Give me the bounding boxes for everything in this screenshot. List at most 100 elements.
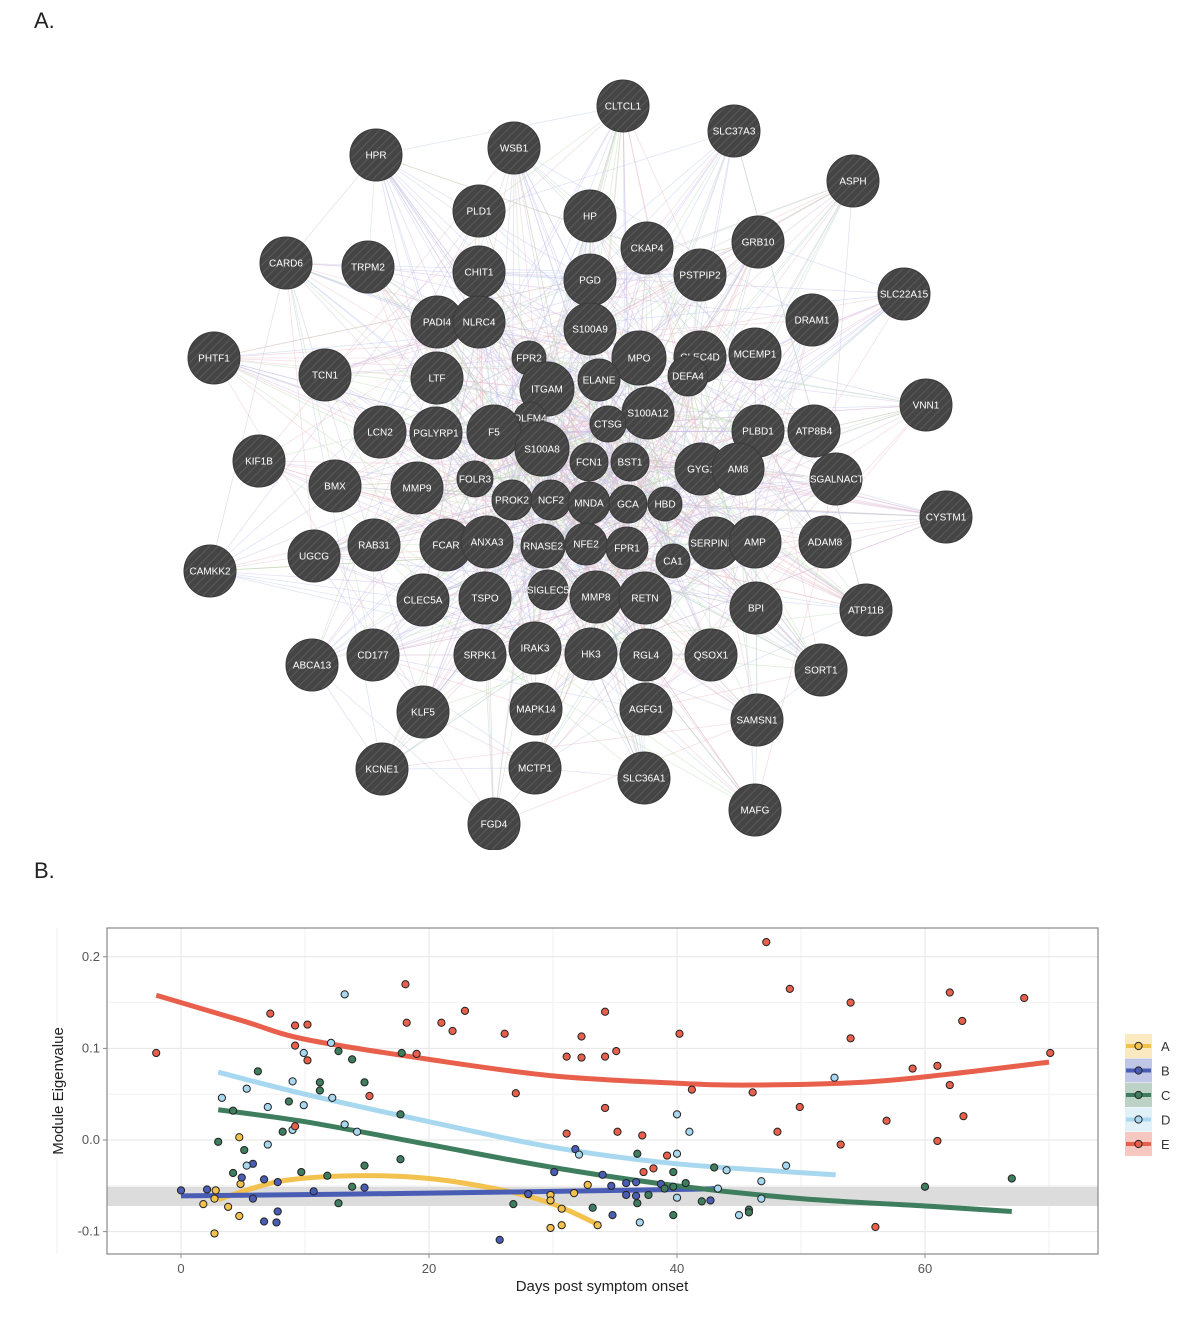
gene-node[interactable]: HPR xyxy=(349,128,403,182)
gene-node[interactable]: BPI xyxy=(729,581,783,635)
gene-node-circle xyxy=(564,627,618,681)
gene-node[interactable]: ANXA3 xyxy=(460,515,514,569)
gene-node[interactable]: KLF5 xyxy=(396,685,450,739)
gene-node[interactable]: RGL4 xyxy=(619,628,673,682)
gene-node[interactable]: LCN2 xyxy=(353,405,407,459)
gene-node[interactable]: CAMKK2 xyxy=(183,544,237,598)
gene-node[interactable]: CD177 xyxy=(346,628,400,682)
gene-node[interactable]: AMP xyxy=(728,515,782,569)
gene-node[interactable]: SIGLEC5 xyxy=(527,569,570,611)
fit-line-b xyxy=(180,1186,715,1199)
gene-node[interactable]: WSB1 xyxy=(487,121,541,175)
gene-node[interactable]: S100A9 xyxy=(563,302,617,356)
network-edge xyxy=(550,379,600,501)
gene-node[interactable]: ATP11B xyxy=(839,583,893,637)
gene-node-circle xyxy=(798,515,852,569)
gene-node[interactable]: PLD1 xyxy=(452,184,506,238)
gene-node[interactable]: FGD4 xyxy=(467,797,521,850)
network-edge xyxy=(285,262,495,433)
gene-node[interactable]: HK3 xyxy=(564,627,618,681)
gene-node-label: CYSTM1 xyxy=(926,513,967,524)
gene-node[interactable]: FPR1 xyxy=(605,526,649,570)
gene-node[interactable]: LTF xyxy=(410,351,464,405)
gene-node[interactable]: BST1 xyxy=(610,442,650,482)
gene-node[interactable]: CLTCL1 xyxy=(596,79,650,133)
gene-node[interactable]: NFE2 xyxy=(564,522,608,566)
gene-node[interactable]: PGD xyxy=(563,253,617,307)
gene-node[interactable]: HBD xyxy=(647,486,683,522)
gene-node[interactable]: AM8 xyxy=(711,442,765,496)
data-point-a xyxy=(569,1189,579,1198)
gene-node[interactable]: SLC22A15 xyxy=(877,267,931,321)
data-point-d xyxy=(782,1161,791,1170)
gene-node[interactable]: CYSTM1 xyxy=(919,490,973,544)
gene-node[interactable]: SLC37A3 xyxy=(707,104,761,158)
gene-node[interactable]: UGCG xyxy=(287,529,341,583)
gene-node[interactable]: MMP9 xyxy=(390,461,444,515)
gene-node[interactable]: SORT1 xyxy=(794,643,848,697)
gene-node[interactable]: F5 xyxy=(466,404,522,460)
gene-node[interactable]: CKAP4 xyxy=(620,221,674,275)
gene-node[interactable]: QSOX1 xyxy=(684,628,738,682)
gene-node[interactable]: SAMSN1 xyxy=(730,693,784,747)
gene-node[interactable]: NCF2 xyxy=(530,479,572,521)
gene-node[interactable]: CA1 xyxy=(655,543,691,579)
gene-node[interactable]: CLEC5A xyxy=(396,573,450,627)
network-edge xyxy=(367,266,495,433)
gene-node[interactable]: ELANE xyxy=(577,358,621,402)
gene-node[interactable]: DRAM1 xyxy=(785,293,839,347)
gene-node[interactable]: SLC36A1 xyxy=(617,751,671,805)
gene-node[interactable]: KIF1B xyxy=(232,434,286,488)
gene-node[interactable]: TRPM2 xyxy=(341,240,395,294)
gene-node-circle xyxy=(390,461,444,515)
gene-node[interactable]: S100A8 xyxy=(514,421,570,477)
gene-node-label: SLC22A15 xyxy=(880,290,929,301)
gene-node[interactable]: FOLR3 xyxy=(456,460,494,498)
data-point-c xyxy=(214,1137,223,1146)
gene-node[interactable]: CARD6 xyxy=(259,236,313,290)
gene-node-circle xyxy=(605,526,649,570)
gene-node[interactable]: FCN1 xyxy=(569,442,609,482)
gene-node[interactable]: RETN xyxy=(618,571,672,625)
gene-node[interactable]: CHIT1 xyxy=(452,245,506,299)
gene-node[interactable]: SRPK1 xyxy=(453,628,507,682)
data-point-c xyxy=(660,1184,669,1193)
gene-node[interactable]: CSGALNACT2 xyxy=(803,452,870,506)
gene-node[interactable]: HP xyxy=(563,189,617,243)
gene-node[interactable]: ATP8B4 xyxy=(787,404,841,458)
gene-node[interactable]: MNDA xyxy=(567,481,611,525)
gene-node[interactable]: AGFG1 xyxy=(619,682,673,736)
gene-node-circle xyxy=(298,348,352,402)
gene-node[interactable]: MCEMP1 xyxy=(728,327,782,381)
gene-node[interactable]: S100A12 xyxy=(621,386,675,440)
gene-node[interactable]: GRB10 xyxy=(731,215,785,269)
gene-node[interactable]: SERPINB1 xyxy=(688,516,742,570)
gene-node[interactable]: MPO xyxy=(611,330,667,386)
gene-node[interactable]: DEFA4 xyxy=(667,355,709,397)
gene-node[interactable]: RAB31 xyxy=(347,518,401,572)
gene-node[interactable]: ASPH xyxy=(826,154,880,208)
gene-node[interactable]: MMP8 xyxy=(569,570,623,624)
fit-line-a xyxy=(217,1173,599,1227)
gene-node[interactable]: PHTF1 xyxy=(187,331,241,385)
gene-node-label: CLTCL1 xyxy=(605,102,642,113)
gene-node[interactable]: TCN1 xyxy=(298,348,352,402)
gene-node[interactable]: VNN1 xyxy=(899,378,953,432)
gene-node[interactable]: IRAK3 xyxy=(508,621,562,675)
gene-node[interactable]: KCNE1 xyxy=(355,742,409,796)
gene-node[interactable]: MAFG xyxy=(728,783,782,837)
gene-node[interactable]: TSPO xyxy=(458,571,512,625)
gene-node[interactable]: BMX xyxy=(308,459,362,513)
gene-node[interactable]: NLRC4 xyxy=(452,295,506,349)
gene-node-circle xyxy=(619,628,673,682)
gene-node[interactable]: PGLYRP1 xyxy=(409,406,463,460)
gene-node[interactable]: ADAM8 xyxy=(798,515,852,569)
gene-node[interactable]: RNASE2 xyxy=(520,523,566,569)
gene-node[interactable]: MCTP1 xyxy=(508,741,562,795)
gene-node[interactable]: PSTPIP2 xyxy=(673,248,727,302)
gene-node[interactable]: ABCA13 xyxy=(285,638,339,692)
gene-node[interactable]: GCA xyxy=(608,484,648,524)
gene-node[interactable]: MAPK14 xyxy=(509,682,563,736)
gene-node[interactable]: PROK2 xyxy=(491,479,533,521)
gene-node[interactable]: CTSG xyxy=(589,405,627,443)
